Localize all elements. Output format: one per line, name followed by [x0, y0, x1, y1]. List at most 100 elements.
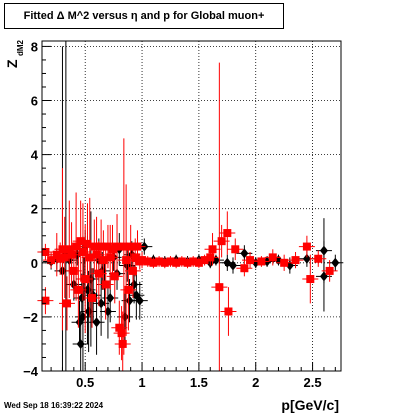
data-point — [103, 242, 112, 251]
data-point — [257, 257, 266, 266]
y-axis-label-subscript: dM2 — [16, 39, 25, 56]
data-point — [302, 253, 311, 264]
y-tick-label: 8 — [31, 39, 38, 54]
data-point — [74, 285, 83, 294]
data-point — [138, 256, 147, 265]
data-point — [131, 253, 140, 262]
data-point — [223, 229, 232, 238]
data-point — [97, 298, 106, 309]
data-point — [106, 253, 115, 262]
data-point — [166, 257, 175, 266]
x-tick-label: 2.5 — [304, 375, 322, 390]
data-point — [302, 242, 311, 251]
data-point — [215, 283, 224, 292]
data-point — [183, 258, 192, 267]
y-tick-label: −4 — [23, 364, 39, 379]
data-point — [110, 272, 119, 281]
data-point — [84, 306, 93, 317]
data-point — [120, 311, 129, 322]
data-point — [122, 256, 131, 265]
black-series — [43, 41, 344, 371]
x-tick-label: 0.5 — [76, 375, 94, 390]
data-point — [200, 256, 209, 265]
data-point — [41, 296, 50, 305]
data-point — [133, 242, 142, 251]
data-point — [60, 253, 69, 262]
data-point — [231, 245, 240, 254]
data-point — [189, 257, 198, 266]
data-point — [291, 256, 300, 265]
data-point — [246, 256, 255, 265]
data-point — [177, 257, 186, 266]
x-axis-label: p[GeV/c] — [281, 397, 339, 413]
data-point — [106, 292, 115, 303]
data-point — [67, 250, 76, 259]
data-point — [149, 258, 158, 267]
data-point — [52, 250, 61, 259]
data-point — [115, 323, 124, 332]
data-point — [92, 317, 101, 328]
data-point — [217, 237, 226, 246]
data-point — [108, 245, 117, 254]
data-point — [208, 245, 217, 254]
y-axis-label: Z — [4, 59, 20, 68]
data-point — [101, 280, 110, 289]
data-point — [143, 257, 152, 266]
data-point — [72, 242, 81, 251]
data-point — [314, 254, 323, 263]
y-tick-label: −2 — [23, 310, 38, 325]
data-point — [103, 306, 112, 317]
data-point — [125, 295, 134, 306]
data-point — [306, 275, 315, 284]
data-point — [83, 239, 92, 248]
data-point — [124, 285, 133, 294]
data-point — [41, 247, 50, 256]
data-point — [206, 253, 215, 262]
data-point — [76, 237, 85, 246]
data-point — [117, 329, 126, 338]
data-point — [172, 258, 181, 267]
data-point — [224, 307, 233, 316]
data-point — [69, 266, 78, 275]
chart-title: Fitted Δ M^2 versus η and p for Global m… — [23, 10, 265, 22]
data-layer — [37, 41, 344, 371]
chart-title-box: Fitted Δ M^2 versus η and p for Global m… — [4, 3, 284, 29]
data-point — [85, 253, 94, 262]
grid — [42, 41, 341, 372]
data-point — [194, 258, 203, 267]
data-point — [92, 250, 101, 259]
timestamp: Wed Sep 18 16:39:22 2024 — [4, 401, 104, 410]
data-point — [56, 254, 65, 263]
data-point — [81, 275, 90, 284]
axes: 0.5 1 1.5 2 2.5 −4 −2 0 2 4 6 8 — [23, 39, 336, 390]
x-tick-label: 1.5 — [190, 375, 208, 390]
data-point — [118, 339, 127, 348]
data-point — [280, 258, 289, 267]
data-point — [94, 269, 103, 278]
data-point — [63, 299, 72, 308]
data-point — [78, 247, 87, 256]
x-tick-label: 2 — [252, 375, 259, 390]
data-point — [155, 257, 164, 266]
y-tick-label: 0 — [31, 256, 38, 271]
y-tick-label: 4 — [31, 148, 39, 163]
data-point — [76, 338, 85, 349]
data-point — [47, 256, 56, 265]
plot-frame — [41, 40, 342, 372]
data-point — [88, 293, 97, 302]
data-point — [65, 245, 74, 254]
data-point — [99, 256, 108, 265]
x-tick-label: 1 — [138, 375, 145, 390]
red-series — [37, 62, 338, 371]
data-point — [228, 260, 237, 271]
data-point — [240, 248, 249, 259]
data-point — [128, 266, 137, 275]
data-point — [268, 253, 277, 262]
y-tick-label: 6 — [31, 94, 38, 109]
data-point — [240, 264, 249, 273]
data-point — [325, 266, 334, 275]
data-point — [160, 258, 169, 267]
data-point — [135, 295, 144, 306]
y-tick-label: 2 — [31, 202, 38, 217]
